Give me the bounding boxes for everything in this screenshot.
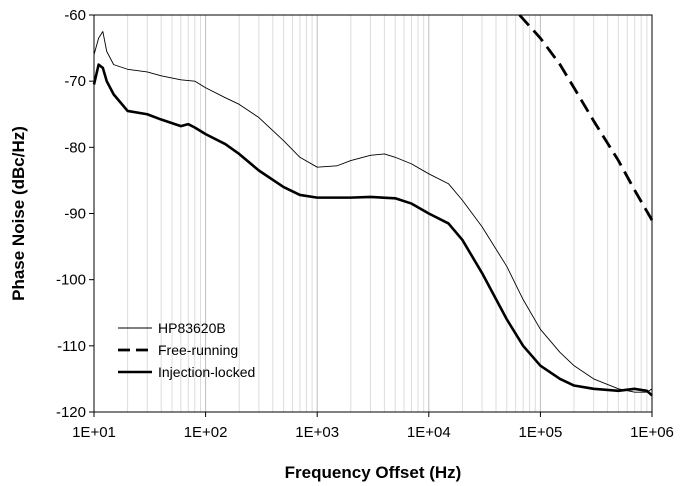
legend: HP83620B Free-running Injection-locked [118,320,255,380]
y-tick-label: -120 [56,404,86,421]
x-tick-label: 1E+01 [72,424,116,441]
x-tick-label: 1E+06 [630,424,674,441]
y-axis-title: Phase Noise (dBc/Hz) [9,126,28,301]
y-tick-label: -70 [64,73,86,90]
x-tick-label: 1E+05 [519,424,563,441]
series-lines [92,14,654,397]
y-axis-ticks: -60 -70 -80 -90 -100 -110 -120 [56,7,94,421]
x-axis-title: Frequency Offset (Hz) [285,463,462,482]
legend-label: Free-running [158,342,238,358]
y-tick-label: -90 [64,206,86,223]
series-line-hp83620b [93,31,653,393]
y-tick-label: -100 [56,272,86,289]
legend-label: HP83620B [158,320,226,336]
series-line-injection-locked [92,63,653,397]
x-tick-label: 1E+04 [407,424,451,441]
legend-label: Injection-locked [158,364,255,380]
y-tick-label: -80 [64,139,86,156]
y-tick-label: -110 [57,338,86,355]
x-axis-ticks: 1E+01 1E+02 1E+03 1E+04 1E+05 1E+06 [72,412,674,441]
x-tick-label: 1E+03 [295,424,339,441]
y-tick-label: -60 [64,7,86,24]
x-tick-label: 1E+02 [184,424,228,441]
series-line-free-running [518,14,654,221]
gridlines [93,15,648,412]
